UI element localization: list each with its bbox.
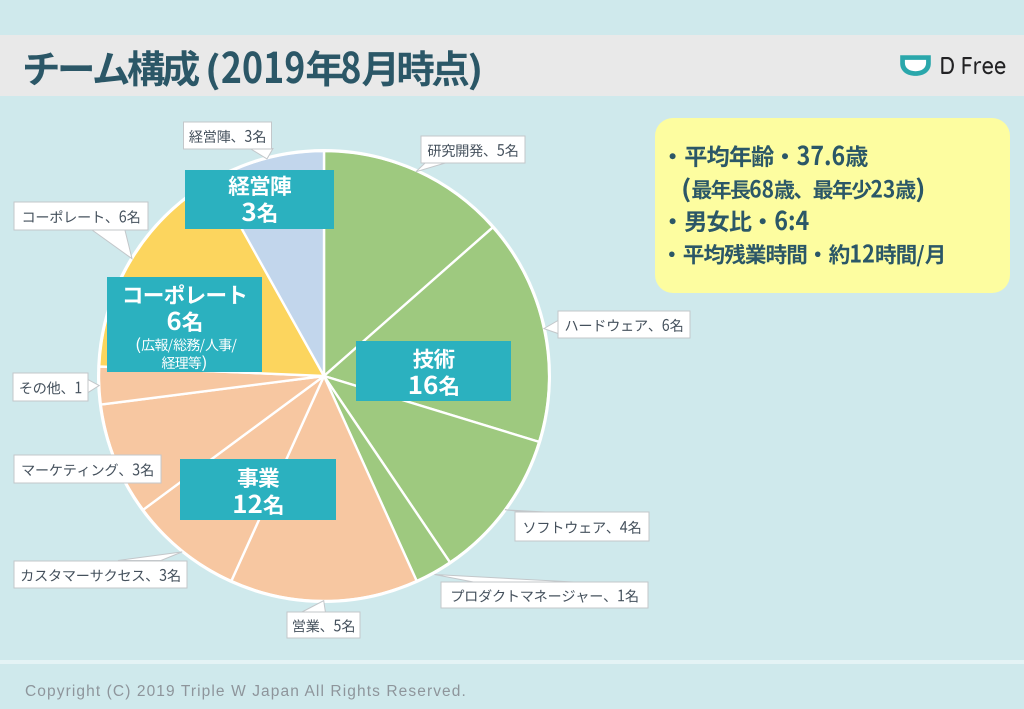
svg-text:Copyright (C) 2019 Triple W Ja: Copyright (C) 2019 Triple W Japan All Ri… xyxy=(25,683,467,700)
